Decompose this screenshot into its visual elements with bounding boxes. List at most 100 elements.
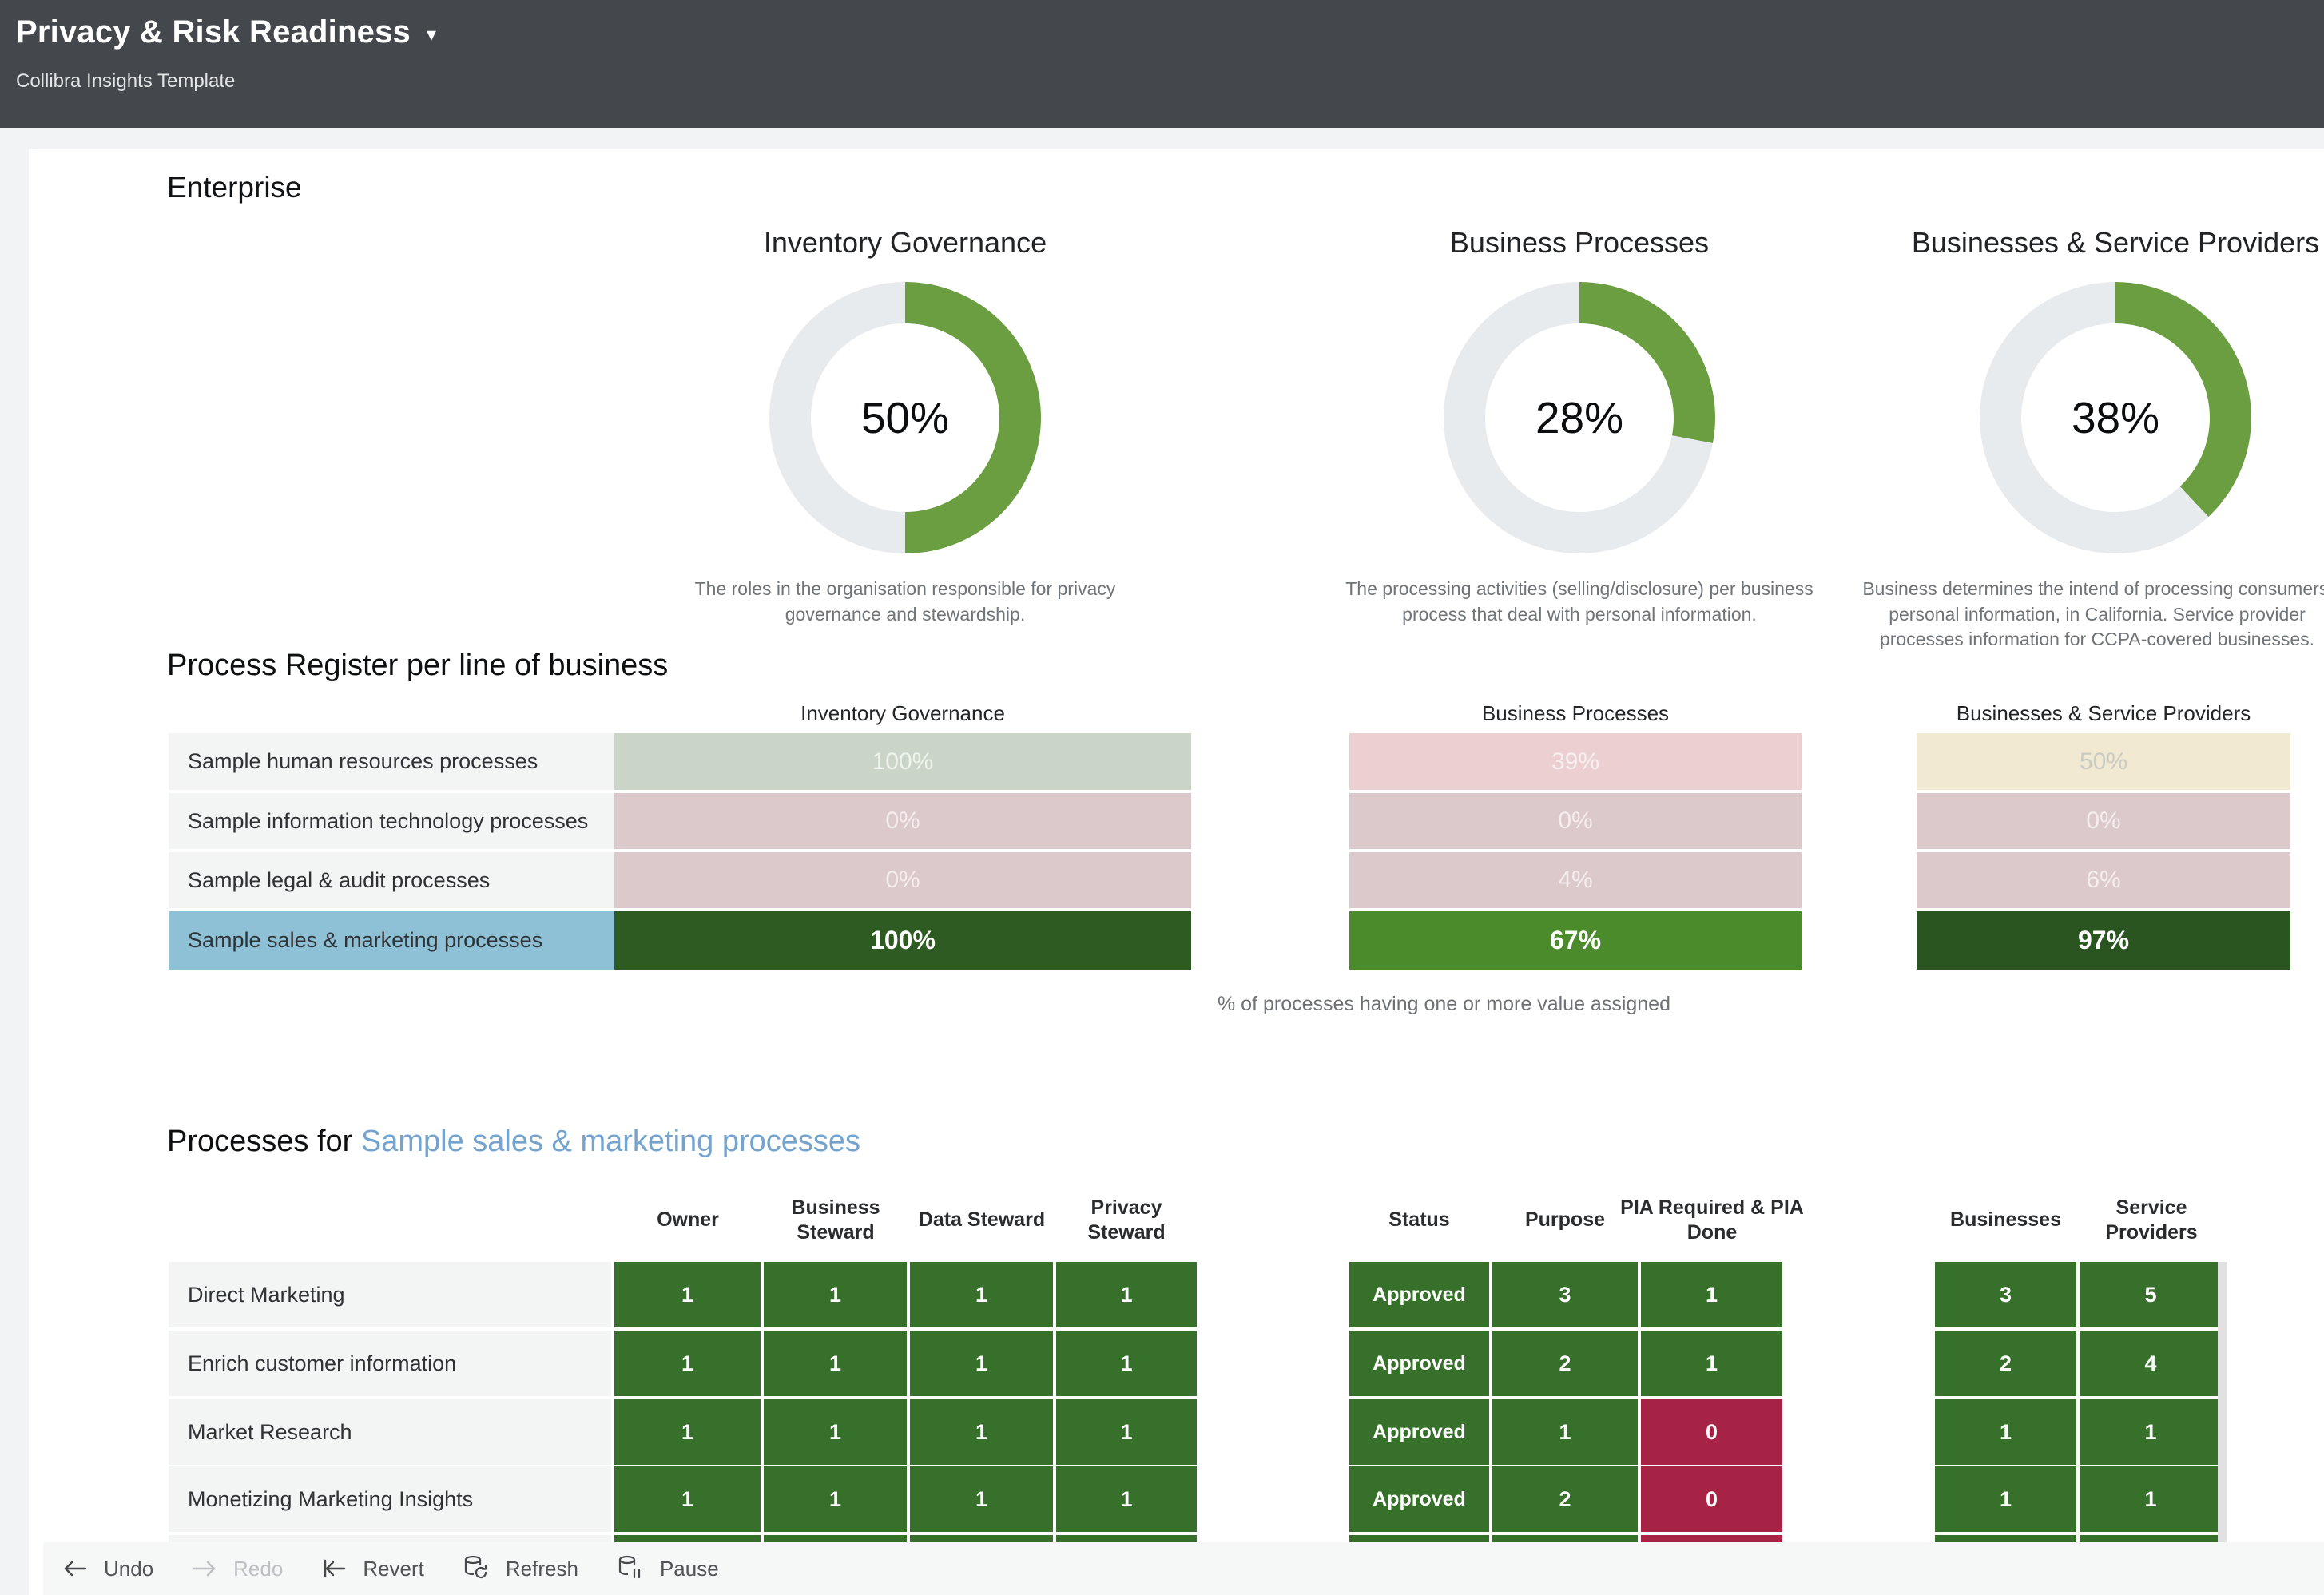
register-cell[interactable]: 50% — [1917, 733, 2290, 790]
column-header-data-steward: Data Steward — [918, 1208, 1046, 1232]
donut-chart-business-processes: 28% — [1444, 282, 1715, 553]
register-row-label-selected[interactable]: Sample sales & marketing processes — [169, 911, 614, 970]
column-header-privacy-steward: Privacy Steward — [1087, 1196, 1166, 1244]
process-cell-businesses — [1935, 1535, 2076, 1542]
donut-hole: 38% — [2021, 323, 2210, 512]
column-header-pia-required-pia-done: PIA Required & PIA Done — [1620, 1196, 1804, 1244]
process-cell-businesses: 1 — [1935, 1466, 2076, 1532]
donut-title-inventory-governance: Inventory Governance — [763, 226, 1047, 259]
register-row-label[interactable]: Sample information technology processes — [169, 793, 614, 849]
process-cell-pia: 0 — [1641, 1399, 1782, 1465]
column-header-inventory-governance: Inventory Governance — [800, 701, 1005, 725]
process-cell-privacy-steward: 1 — [1056, 1399, 1197, 1465]
process-cell-service-providers: 5 — [2080, 1262, 2222, 1327]
revert-label: Revert — [363, 1556, 424, 1581]
section-heading-enterprise: Enterprise — [167, 171, 302, 204]
process-cell-pia — [1641, 1535, 1782, 1542]
column-header-businesses: Businesses — [1950, 1208, 2061, 1232]
donut-hole: 28% — [1485, 323, 1674, 512]
process-cell-status — [1349, 1535, 1489, 1542]
register-row-label[interactable]: Sample legal & audit processes — [169, 852, 614, 908]
table-scrollbar[interactable] — [2218, 1262, 2227, 1542]
section-heading-process-register: Process Register per line of business — [167, 649, 669, 682]
report-title-dropdown[interactable]: Privacy & Risk Readiness ▾ — [16, 14, 436, 50]
refresh-label: Refresh — [505, 1556, 578, 1581]
donut-title-businesses-service-providers: Businesses & Service Providers — [1911, 226, 2320, 259]
undo-button[interactable]: Undo — [61, 1554, 153, 1583]
process-cell-status: Approved — [1349, 1262, 1489, 1327]
revert-icon — [320, 1554, 348, 1583]
process-cell-status: Approved — [1349, 1466, 1489, 1532]
section-heading-processes: Processes for Sample sales & marketing p… — [167, 1125, 860, 1159]
app-header: Privacy & Risk Readiness ▾ Collibra Insi… — [0, 0, 2324, 128]
donut-description: The processing activities (selling/discl… — [1345, 578, 1814, 625]
process-cell-privacy-steward: 1 — [1056, 1466, 1197, 1532]
process-cell-service-providers — [2080, 1535, 2222, 1542]
redo-label: Redo — [233, 1556, 284, 1581]
donut-title-business-processes: Business Processes — [1449, 226, 1710, 259]
undo-icon — [61, 1554, 89, 1583]
register-cell[interactable]: 100% — [614, 911, 1191, 970]
process-cell-business-steward: 1 — [764, 1399, 907, 1465]
pause-button[interactable]: Pause — [615, 1553, 719, 1584]
process-cell-purpose: 3 — [1492, 1262, 1638, 1327]
process-cell-service-providers: 1 — [2080, 1399, 2222, 1465]
process-cell-owner: 1 — [614, 1466, 761, 1532]
register-cell[interactable]: 0% — [614, 793, 1191, 849]
process-cell-owner: 1 — [614, 1399, 761, 1465]
process-cell-business-steward — [764, 1535, 907, 1542]
process-row-label: Direct Marketing — [169, 1262, 611, 1327]
donut-percent-label: 28% — [1535, 393, 1624, 442]
process-cell-business-steward: 1 — [764, 1466, 907, 1532]
register-cell[interactable]: 0% — [1349, 793, 1802, 849]
redo-button[interactable]: Redo — [190, 1554, 283, 1583]
process-cell-service-providers: 4 — [2080, 1331, 2222, 1396]
processes-heading-selection: Sample sales & marketing processes — [360, 1125, 861, 1158]
donut-hole: 50% — [811, 323, 999, 512]
column-header-businesses-service-providers: Businesses & Service Providers — [1956, 701, 2251, 725]
register-row-label[interactable]: Sample human resources processes — [169, 733, 614, 790]
pause-label: Pause — [659, 1556, 719, 1581]
column-header-service-providers: Service Providers — [2105, 1196, 2198, 1244]
register-cell[interactable]: 0% — [1917, 793, 2290, 849]
process-cell-owner: 1 — [614, 1331, 761, 1396]
processes-heading-prefix: Processes for — [167, 1125, 361, 1158]
donut-percent-label: 38% — [2071, 393, 2160, 442]
register-cell[interactable]: 97% — [1917, 911, 2290, 970]
refresh-button[interactable]: Refresh — [461, 1553, 578, 1584]
process-cell-purpose: 2 — [1492, 1466, 1638, 1532]
process-cell-purpose — [1492, 1535, 1638, 1542]
process-cell-purpose: 1 — [1492, 1399, 1638, 1465]
register-cell[interactable]: 100% — [614, 733, 1191, 790]
process-row-label: Enrich customer information — [169, 1331, 611, 1396]
process-cell-privacy-steward: 1 — [1056, 1331, 1197, 1396]
process-cell-data-steward: 1 — [910, 1331, 1053, 1396]
column-header-status: Status — [1388, 1208, 1450, 1232]
process-cell-business-steward: 1 — [764, 1331, 907, 1396]
process-cell-data-steward: 1 — [910, 1399, 1053, 1465]
process-row-label — [169, 1535, 611, 1542]
register-cell[interactable]: 39% — [1349, 733, 1802, 790]
process-cell-data-steward: 1 — [910, 1466, 1053, 1532]
revert-button[interactable]: Revert — [320, 1554, 424, 1583]
donut-chart-businesses-service-providers: 38% — [1980, 282, 2251, 553]
register-cell[interactable]: 0% — [614, 852, 1191, 908]
process-cell-status: Approved — [1349, 1399, 1489, 1465]
register-cell[interactable]: 6% — [1917, 852, 2290, 908]
process-cell-businesses: 1 — [1935, 1399, 2076, 1465]
register-cell[interactable]: 67% — [1349, 911, 1802, 970]
process-cell-pia: 1 — [1641, 1262, 1782, 1327]
column-header-purpose: Purpose — [1524, 1208, 1606, 1232]
column-header-owner: Owner — [657, 1208, 719, 1232]
process-cell-privacy-steward: 1 — [1056, 1262, 1197, 1327]
page-title: Privacy & Risk Readiness — [16, 14, 411, 50]
process-cell-owner — [614, 1535, 761, 1542]
process-row-label: Monetizing Marketing Insights — [169, 1466, 611, 1532]
process-cell-purpose: 2 — [1492, 1331, 1638, 1396]
undo-label: Undo — [104, 1556, 154, 1581]
process-cell-data-steward — [910, 1535, 1053, 1542]
database-pause-icon — [615, 1553, 646, 1584]
register-cell[interactable]: 4% — [1349, 852, 1802, 908]
bottom-toolbar: Undo Redo Revert Refresh Pause — [43, 1542, 2324, 1595]
